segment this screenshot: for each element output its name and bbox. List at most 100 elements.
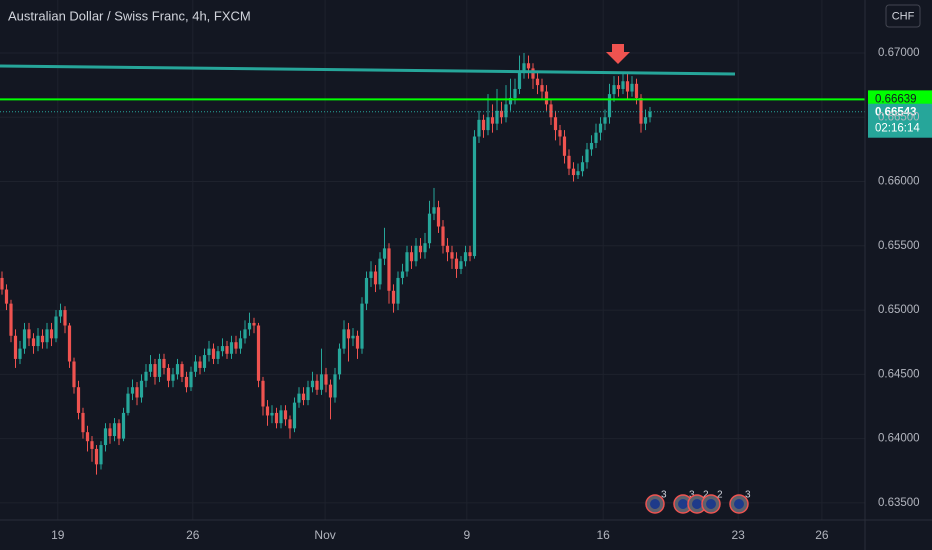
candle-body xyxy=(184,376,189,388)
event-flag xyxy=(692,499,702,509)
candle-body xyxy=(189,371,193,388)
chart-title: Australian Dollar / Swiss Franc, 4h, FXC… xyxy=(8,8,251,23)
candle-body xyxy=(585,149,589,163)
candle-body xyxy=(526,63,531,69)
y-tick-label: 0.67000 xyxy=(878,47,920,59)
candle-body xyxy=(252,322,256,326)
candle-body xyxy=(355,335,360,349)
candle-body xyxy=(162,358,166,368)
candle-body xyxy=(0,277,4,290)
candle-body xyxy=(567,155,571,169)
candle-body xyxy=(445,245,450,253)
candle-body xyxy=(157,358,162,377)
candle-body xyxy=(544,91,549,105)
candle-body xyxy=(450,252,454,259)
candle-body xyxy=(45,329,49,343)
candle-body xyxy=(414,245,418,262)
candle-body xyxy=(274,412,279,424)
candle-body xyxy=(85,432,90,442)
candle-body xyxy=(193,361,198,372)
candle-body xyxy=(126,393,130,413)
candle-body xyxy=(238,338,243,349)
currency-button[interactable] xyxy=(885,4,921,28)
candle-body xyxy=(337,348,342,375)
candle-body xyxy=(540,85,544,92)
x-tick-label: 23 xyxy=(732,528,746,542)
candle-body xyxy=(40,335,45,343)
trend-line xyxy=(0,64,736,76)
candle-body xyxy=(148,364,153,372)
candle-body xyxy=(387,248,391,291)
candle-body xyxy=(441,226,445,246)
candle-body xyxy=(76,387,81,413)
x-tick-label: 9 xyxy=(463,528,470,542)
candle-body xyxy=(517,72,522,89)
candle-body xyxy=(153,364,157,377)
candle-body xyxy=(630,83,634,92)
candle-body xyxy=(522,63,526,73)
event-flag xyxy=(706,499,716,509)
candle-body xyxy=(67,325,72,362)
candle-body xyxy=(639,97,643,124)
candle-body xyxy=(553,117,558,131)
candle-body xyxy=(589,142,594,150)
candle-body xyxy=(513,88,517,98)
candle-body xyxy=(562,136,567,156)
candle-body xyxy=(382,248,387,259)
candle-body xyxy=(306,387,310,401)
last-price-bg xyxy=(868,103,932,138)
candle-body xyxy=(27,329,31,339)
candle-body xyxy=(409,252,414,262)
candle-body xyxy=(297,393,301,403)
event-count: 2 xyxy=(717,490,723,501)
candle-body xyxy=(135,387,139,398)
x-tick-label: 19 xyxy=(51,528,65,542)
candle-body xyxy=(342,329,346,349)
candle-body xyxy=(36,335,40,347)
candle-body xyxy=(256,325,261,381)
candle-body xyxy=(117,423,121,439)
last-price-label: 0.66543 xyxy=(875,107,917,119)
candle-body xyxy=(481,119,486,131)
y-tick-label: 0.64500 xyxy=(878,368,920,380)
candle-body xyxy=(292,402,297,429)
candle-body xyxy=(166,367,171,381)
candle-body xyxy=(603,117,607,124)
y-tick-label: 0.64000 xyxy=(878,433,920,445)
candle-body xyxy=(405,252,409,272)
candle-body xyxy=(499,110,504,118)
candle-body xyxy=(607,94,612,118)
y-tick-label: 0.66000 xyxy=(878,176,920,188)
candle-body xyxy=(225,346,229,354)
candle-body xyxy=(333,374,337,398)
candle-body xyxy=(508,97,513,105)
candle-body xyxy=(9,303,13,336)
candle-body xyxy=(288,419,292,429)
candle-body xyxy=(265,406,270,416)
candle-body xyxy=(360,303,364,349)
candle-body xyxy=(112,423,117,437)
candle-body xyxy=(18,348,22,359)
candle-body xyxy=(580,162,585,172)
y-tick-label: 0.65500 xyxy=(878,240,920,252)
candle-body xyxy=(22,329,27,349)
candle-body xyxy=(549,104,553,118)
candle-body xyxy=(301,393,306,401)
candle-body xyxy=(247,322,252,330)
candle-body xyxy=(495,110,499,124)
candle-body xyxy=(621,81,625,89)
candle-body xyxy=(594,132,598,143)
currency-label[interactable]: CHF xyxy=(892,10,915,22)
candle-body xyxy=(612,85,616,95)
candle-body xyxy=(364,277,369,304)
candle-body xyxy=(175,364,180,375)
candle-body xyxy=(319,374,324,390)
candle-body xyxy=(81,412,85,433)
candle-body xyxy=(423,243,427,253)
candle-body xyxy=(324,374,328,385)
candle-body xyxy=(216,351,220,359)
candle-body xyxy=(454,258,459,269)
candle-body xyxy=(180,364,184,377)
